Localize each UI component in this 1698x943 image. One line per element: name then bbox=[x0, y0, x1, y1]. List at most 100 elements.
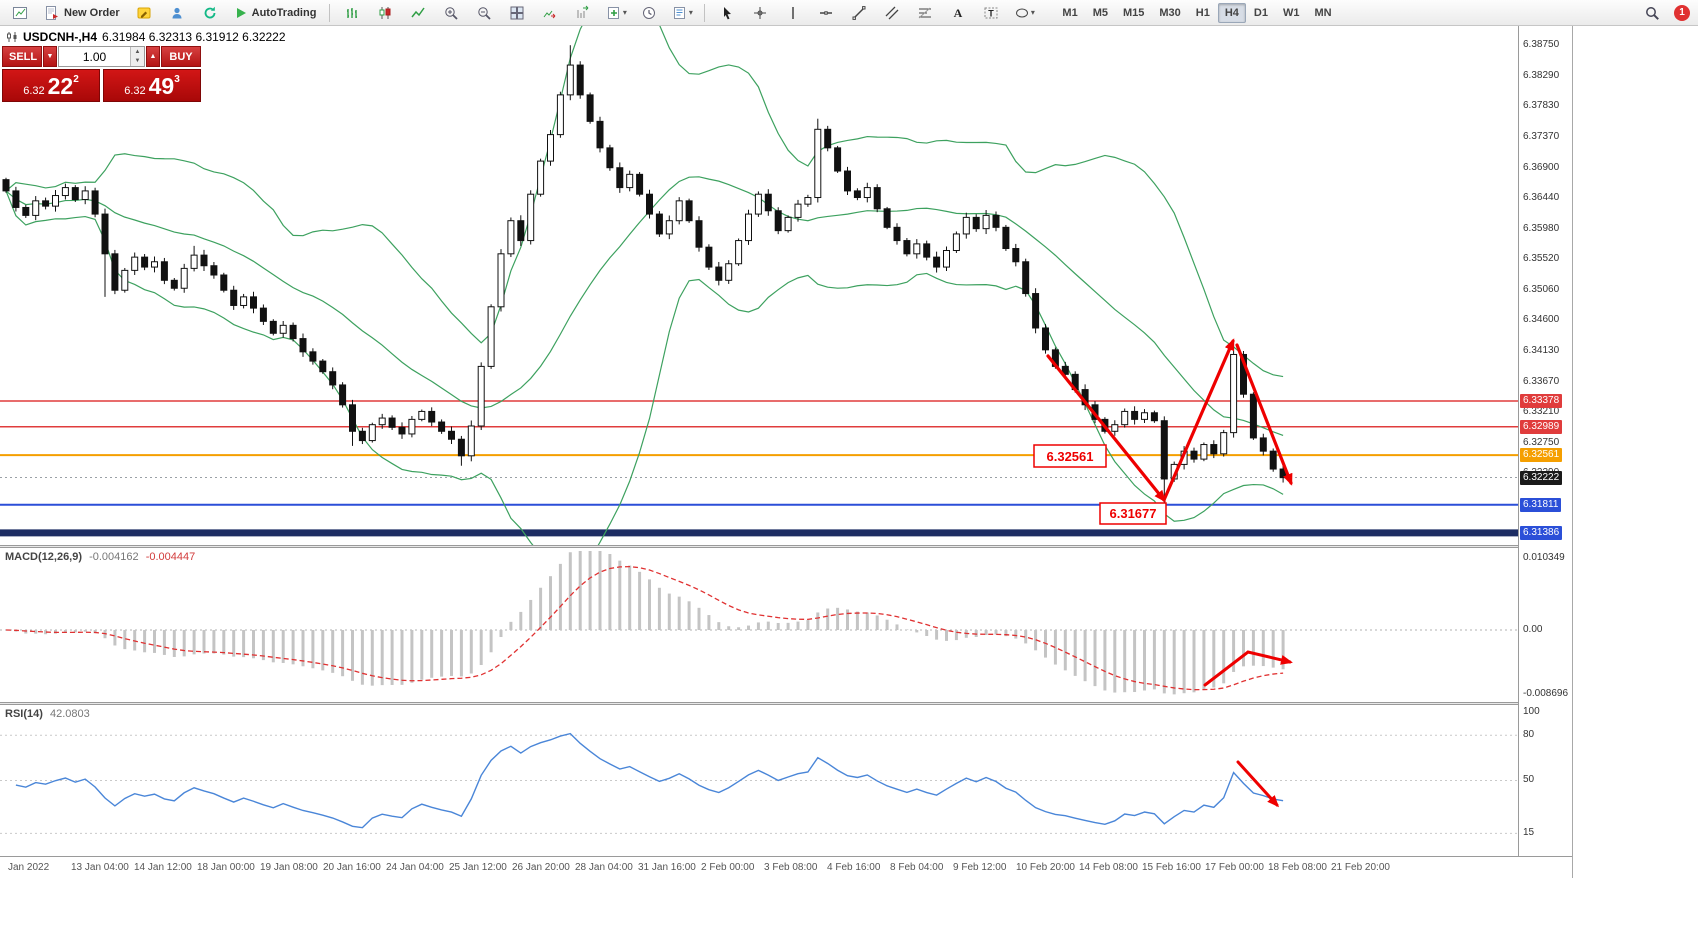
expert-advisors-icon[interactable] bbox=[161, 1, 193, 25]
timeframe-m15[interactable]: M15 bbox=[1116, 3, 1151, 23]
timeframe-m1[interactable]: M1 bbox=[1055, 3, 1084, 23]
new-chart-button[interactable]: ▾ bbox=[600, 1, 632, 25]
buy-options-dropdown[interactable]: ▲ bbox=[146, 46, 160, 67]
price-axis[interactable]: 6.38750 6.38290 6.37830 6.37370 6.36900 6.364… bbox=[1518, 26, 1572, 856]
autotrading-play-icon bbox=[234, 6, 248, 20]
axis-label: 6.35060 bbox=[1523, 283, 1560, 295]
time-axis-label: 14 Feb 08:00 bbox=[1079, 862, 1138, 873]
chart-symbol-period: USDCNH-,H4 bbox=[23, 30, 98, 44]
spinner-up-icon[interactable]: ▲ bbox=[131, 47, 144, 57]
candlestick-chart-type-icon[interactable] bbox=[369, 1, 401, 25]
search-icon[interactable] bbox=[1636, 1, 1668, 25]
text-label-tool-icon[interactable]: T bbox=[975, 1, 1007, 25]
timeframe-w1[interactable]: W1 bbox=[1276, 3, 1307, 23]
main-chart-canvas[interactable]: 6.32561 6.31677 bbox=[0, 26, 1518, 545]
metaeditor-icon[interactable] bbox=[128, 1, 160, 25]
timeframe-h1[interactable]: H1 bbox=[1189, 3, 1217, 23]
chevron-down-icon: ▾ bbox=[1030, 8, 1035, 17]
axis-label: 6.38290 bbox=[1523, 69, 1560, 81]
rsi-line bbox=[15, 732, 1284, 829]
axis-label: 6.35520 bbox=[1523, 253, 1560, 265]
chart-shift-icon[interactable] bbox=[567, 1, 599, 25]
axis-label: 6.34600 bbox=[1523, 314, 1560, 326]
shapes-tool-button[interactable]: ▾ bbox=[1008, 1, 1040, 25]
vertical-line-tool-icon[interactable] bbox=[777, 1, 809, 25]
channel-tool-icon[interactable] bbox=[876, 1, 908, 25]
timeframe-m30[interactable]: M30 bbox=[1152, 3, 1187, 23]
trendline-tool-icon[interactable] bbox=[843, 1, 875, 25]
spinner-down-icon[interactable]: ▼ bbox=[131, 56, 144, 66]
tile-windows-icon[interactable] bbox=[501, 1, 533, 25]
volume-input[interactable] bbox=[59, 47, 130, 66]
axis-label: 6.37370 bbox=[1523, 130, 1560, 142]
price-level-badge: 6.32561 bbox=[1520, 448, 1563, 463]
autotrading-button[interactable]: AutoTrading bbox=[227, 2, 324, 24]
axis-label: 0.00 bbox=[1523, 624, 1543, 635]
volume-field: ▲▼ bbox=[58, 46, 145, 67]
time-axis-label: 17 Feb 00:00 bbox=[1205, 862, 1264, 873]
axis-label: 6.37830 bbox=[1523, 100, 1560, 112]
timeframe-d1[interactable]: D1 bbox=[1247, 3, 1275, 23]
time-axis-label: 24 Jan 04:00 bbox=[386, 862, 444, 873]
crosshair-icon[interactable] bbox=[744, 1, 776, 25]
zoom-out-icon[interactable] bbox=[468, 1, 500, 25]
horizontal-line-tool-icon[interactable] bbox=[810, 1, 842, 25]
time-axis-label: 9 Feb 12:00 bbox=[953, 862, 1007, 873]
time-axis-label: 20 Jan 16:00 bbox=[323, 862, 381, 873]
axis-label: 6.36440 bbox=[1523, 192, 1560, 204]
rsi-indicator-label: RSI(14) 42.0803 bbox=[5, 708, 90, 720]
axis-label: 50 bbox=[1523, 774, 1535, 785]
macd-signal-line bbox=[5, 565, 1284, 691]
price-level-badge: 6.32989 bbox=[1520, 419, 1563, 434]
profiles-clock-icon[interactable] bbox=[633, 1, 665, 25]
auto-scroll-icon[interactable] bbox=[534, 1, 566, 25]
text-tool-icon[interactable]: A bbox=[942, 1, 974, 25]
macd-indicator-label: MACD(12,26,9) -0.004162 -0.004447 bbox=[5, 551, 196, 563]
chart-title: USDCNH-,H4 6.31984 6.32313 6.31912 6.322… bbox=[6, 30, 286, 44]
sell-button[interactable]: SELL bbox=[2, 46, 42, 67]
sell-price-button[interactable]: 6.32 22 2 bbox=[2, 69, 100, 102]
notification-badge[interactable]: 1 bbox=[1674, 4, 1690, 21]
buy-price-button[interactable]: 6.32 49 3 bbox=[103, 69, 201, 102]
timeframe-h4[interactable]: H4 bbox=[1217, 2, 1246, 23]
svg-text:6.32561: 6.32561 bbox=[1047, 449, 1094, 464]
svg-text:6.31677: 6.31677 bbox=[1110, 506, 1157, 521]
bar-chart-type-icon[interactable] bbox=[336, 1, 368, 25]
templates-button[interactable]: ▾ bbox=[666, 1, 698, 25]
candles-layer bbox=[2, 45, 1287, 514]
fibonacci-tool-icon[interactable] bbox=[909, 1, 941, 25]
toolbar-right: 1 bbox=[1636, 1, 1694, 25]
line-chart-type-icon[interactable] bbox=[402, 1, 434, 25]
timeframe-toolbar: M1 M5 M15 M30 H1 H4 D1 W1 MN bbox=[1055, 2, 1338, 23]
time-axis-label: 25 Jan 12:00 bbox=[449, 862, 507, 873]
chevron-down-icon: ▼ bbox=[46, 53, 54, 60]
time-axis-label: 14 Jan 12:00 bbox=[134, 862, 192, 873]
rsi-canvas[interactable] bbox=[0, 705, 1518, 856]
toolbar-separator bbox=[329, 3, 331, 22]
axis-label: 6.38750 bbox=[1523, 39, 1560, 51]
timeframe-m5[interactable]: M5 bbox=[1086, 3, 1115, 23]
time-axis-label: 18 Jan 00:00 bbox=[197, 862, 255, 873]
svg-text:A: A bbox=[954, 6, 963, 20]
new-order-button[interactable]: New Order bbox=[37, 2, 127, 24]
svg-text:T: T bbox=[989, 8, 995, 18]
price-level-badge: 6.32222 bbox=[1520, 470, 1563, 485]
buy-button[interactable]: BUY bbox=[161, 46, 201, 67]
toolbar: New Order AutoTrading bbox=[0, 0, 1698, 26]
pane-separator[interactable] bbox=[0, 702, 1572, 705]
cursor-icon[interactable] bbox=[711, 1, 743, 25]
refresh-icon[interactable] bbox=[194, 1, 226, 25]
timeframe-mn[interactable]: MN bbox=[1307, 3, 1338, 23]
sell-options-dropdown[interactable]: ▼ bbox=[43, 46, 57, 67]
axis-label: 6.32750 bbox=[1523, 436, 1560, 448]
time-axis[interactable]: Jan 2022 13 Jan 04:00 14 Jan 12:00 18 Jan 0… bbox=[0, 856, 1572, 879]
zoom-in-icon[interactable] bbox=[435, 1, 467, 25]
time-axis-label: 13 Jan 04:00 bbox=[71, 862, 129, 873]
axis-label: -0.008696 bbox=[1523, 688, 1569, 699]
chart-window-icon[interactable] bbox=[4, 1, 36, 25]
macd-canvas[interactable] bbox=[0, 548, 1518, 702]
pane-separator[interactable] bbox=[0, 545, 1572, 548]
new-order-icon bbox=[44, 5, 60, 21]
volume-spinner[interactable]: ▲ ▼ bbox=[130, 47, 144, 66]
